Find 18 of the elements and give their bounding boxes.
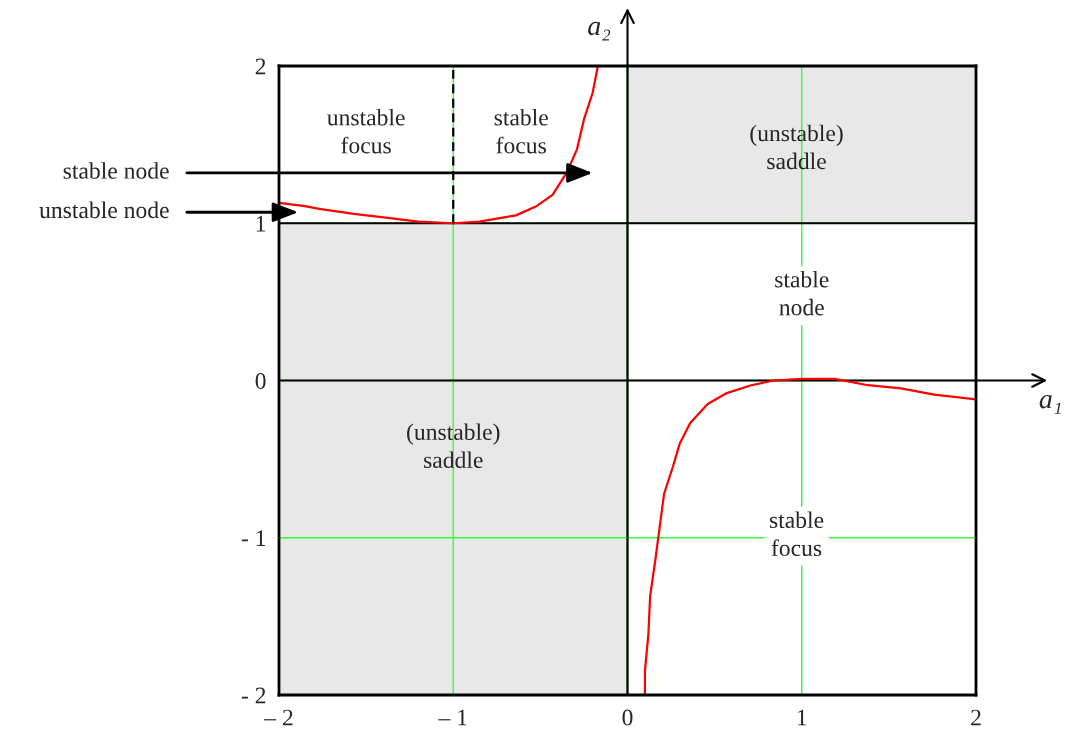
y-tick-label: - 1 xyxy=(241,530,266,546)
annotation: stable focus xyxy=(769,511,824,557)
x-axis-title: a₁ xyxy=(1039,395,1061,414)
y-tick-label: 2 xyxy=(255,58,266,75)
x-tick-label: 1 xyxy=(797,709,807,726)
x-tick-label: 2 xyxy=(971,709,981,726)
annotation: unstable focus xyxy=(327,108,405,154)
text: unstable node xyxy=(39,201,169,219)
y-axis-title: a₂ xyxy=(588,21,611,41)
y-tick-label: 0 xyxy=(255,372,266,389)
annotation: stable node xyxy=(775,270,829,316)
y-tick-label: 1 xyxy=(256,215,266,232)
annotation: stable focus xyxy=(494,108,548,154)
x-tick-label: – 2 xyxy=(264,709,293,726)
y-tick-label: - 2 xyxy=(241,687,266,704)
x-tick-label: 0 xyxy=(622,709,633,726)
x-tick-label: – 1 xyxy=(438,709,467,726)
text: stable node xyxy=(63,162,169,179)
